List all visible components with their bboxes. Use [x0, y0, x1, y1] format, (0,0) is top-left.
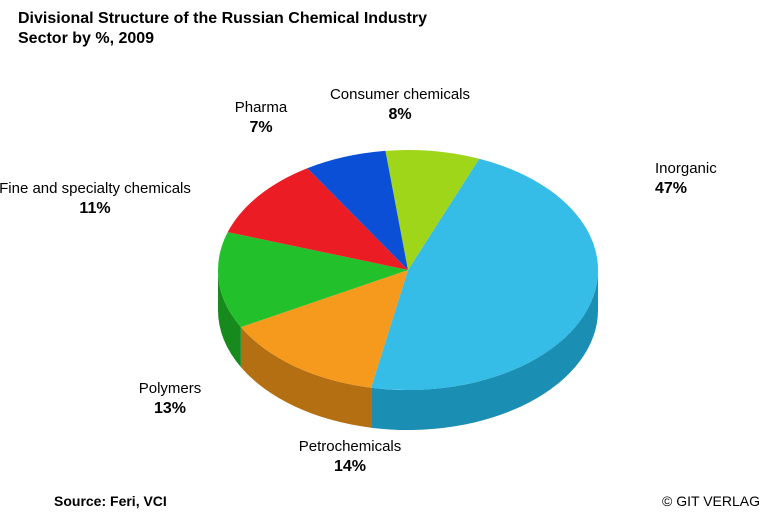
slice-label: Polymers13% [60, 380, 280, 419]
slice-label-text: Consumer chemicals [290, 86, 510, 105]
slice-label-pct: 14% [240, 457, 460, 477]
slice-label: Inorganic47% [655, 160, 717, 199]
slice-label-pct: 47% [655, 179, 717, 199]
slice-label: Fine and specialty chemicals11% [0, 180, 205, 219]
slice-label-text: Polymers [60, 380, 280, 399]
slice-label-pct: 11% [0, 199, 205, 219]
slice-label: Petrochemicals14% [240, 438, 460, 477]
slice-label-pct: 8% [290, 105, 510, 125]
slice-label-text: Petrochemicals [240, 438, 460, 457]
slice-label-text: Fine and specialty chemicals [0, 180, 205, 199]
slice-label-pct: 13% [60, 399, 280, 419]
slice-label: Consumer chemicals8% [290, 86, 510, 125]
slice-label-text: Inorganic [655, 160, 717, 179]
copyright-text: © GIT VERLAG [662, 493, 760, 509]
source-text: Source: Feri, VCI [54, 493, 167, 509]
